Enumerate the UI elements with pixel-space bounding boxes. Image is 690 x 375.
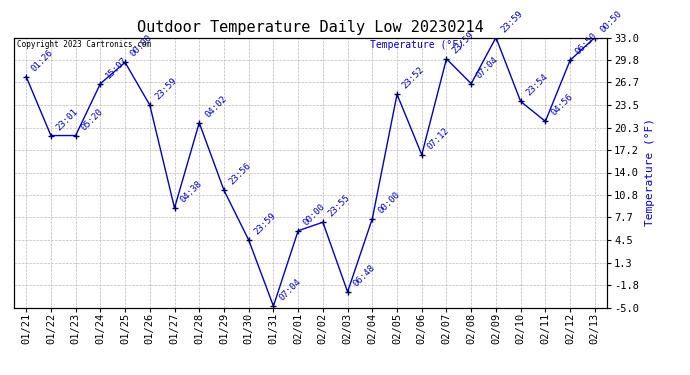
Text: Temperature (°F): Temperature (°F) xyxy=(370,40,464,50)
Text: 01:26: 01:26 xyxy=(30,48,55,73)
Text: 23:01: 23:01 xyxy=(55,106,80,132)
Text: 15:07: 15:07 xyxy=(104,55,130,80)
Title: Outdoor Temperature Daily Low 20230214: Outdoor Temperature Daily Low 20230214 xyxy=(137,20,484,35)
Text: 00:00: 00:00 xyxy=(129,33,154,59)
Text: 04:56: 04:56 xyxy=(549,92,575,118)
Text: 06:50: 06:50 xyxy=(574,32,599,57)
Text: 07:04: 07:04 xyxy=(475,55,500,80)
Text: 23:54: 23:54 xyxy=(524,72,550,98)
Y-axis label: Temperature (°F): Temperature (°F) xyxy=(644,118,655,226)
Text: 00:00: 00:00 xyxy=(302,202,327,227)
Text: 04:02: 04:02 xyxy=(203,94,228,119)
Text: 23:55: 23:55 xyxy=(326,194,352,219)
Text: 00:00: 00:00 xyxy=(376,190,402,215)
Text: 23:56: 23:56 xyxy=(228,161,253,187)
Text: 23:59: 23:59 xyxy=(450,30,475,55)
Text: 23:52: 23:52 xyxy=(401,65,426,91)
Text: 00:50: 00:50 xyxy=(598,9,624,34)
Text: 04:38: 04:38 xyxy=(178,179,204,204)
Text: 23:59: 23:59 xyxy=(253,211,278,237)
Text: 23:59: 23:59 xyxy=(153,76,179,102)
Text: Copyright 2023 Cartronics.com: Copyright 2023 Cartronics.com xyxy=(17,40,151,49)
Text: 07:04: 07:04 xyxy=(277,277,302,303)
Text: 05:20: 05:20 xyxy=(79,106,105,132)
Text: 06:48: 06:48 xyxy=(351,263,377,288)
Text: 23:59: 23:59 xyxy=(500,9,525,34)
Text: 07:12: 07:12 xyxy=(426,126,451,151)
